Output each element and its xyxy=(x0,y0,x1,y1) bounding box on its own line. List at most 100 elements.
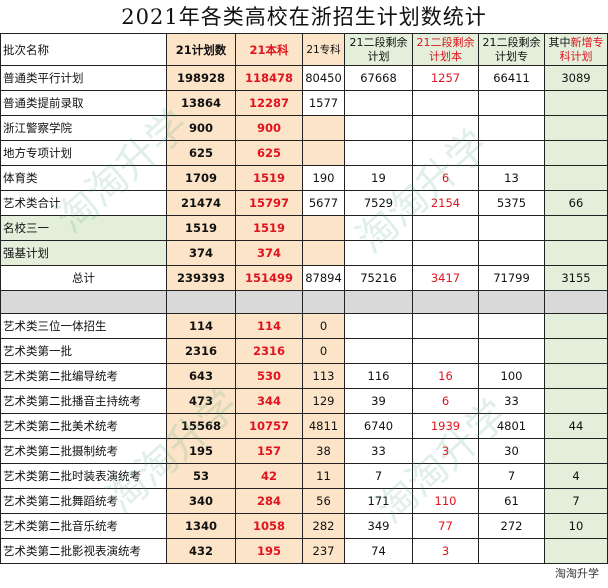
batch-name-cell: 艺术类第二批播音主持统考 xyxy=(0,388,167,414)
batch-name-cell: 艺术类第二批编导统考 xyxy=(0,363,167,389)
rem-zk-cell xyxy=(478,313,545,339)
logo: 淘淘升学 xyxy=(552,564,602,582)
new-zk-cell xyxy=(544,363,608,389)
batch-name-cell: 浙江警察学院 xyxy=(0,115,167,141)
batch-name-cell: 艺术类合计 xyxy=(0,190,167,216)
new-zk-cell: 44 xyxy=(544,413,608,439)
zk21-cell: 80450 xyxy=(302,65,345,91)
bk21-cell: 151499 xyxy=(235,265,303,291)
zk21-cell: 1577 xyxy=(302,90,345,116)
new-zk-cell: 3155 xyxy=(544,265,608,291)
new-zk-cell: 10 xyxy=(544,513,608,539)
zk21-cell: 190 xyxy=(302,165,345,191)
zk21-cell: 113 xyxy=(302,363,345,389)
new-zk-cell: 66 xyxy=(544,190,608,216)
new-zk-cell: 7 xyxy=(544,488,608,514)
table-row: 地方专项计划 625 625 xyxy=(0,140,608,166)
plan21-cell: 1340 xyxy=(166,513,236,539)
plan21-cell: 13864 xyxy=(166,90,236,116)
rem-total-cell: 39 xyxy=(344,388,413,414)
rem-total-cell: 75216 xyxy=(344,265,413,291)
new-zk-cell xyxy=(544,240,608,266)
plan21-cell: 473 xyxy=(166,388,236,414)
rem-zk-cell xyxy=(478,140,545,166)
rem-bk-cell xyxy=(412,140,479,166)
rem-bk-cell xyxy=(412,215,479,241)
art-table-row: 艺术类第二批音乐统考 1340 1058 282 349 77 272 10 xyxy=(0,513,608,539)
bk21-cell: 374 xyxy=(235,240,303,266)
table-row: 普通类提前录取 13864 12287 1577 xyxy=(0,90,608,116)
new-zk-cell xyxy=(544,115,608,141)
bk21-cell: 118478 xyxy=(235,65,303,91)
rem-zk-cell: 100 xyxy=(478,363,545,389)
zk21-cell: 237 xyxy=(302,538,345,564)
batch-name-cell: 普通类平行计划 xyxy=(0,65,167,91)
batch-name-cell: 艺术类第一批 xyxy=(0,338,167,364)
separator-cell xyxy=(235,290,303,314)
header-rem-zk: 21二段剩余计划专 xyxy=(478,33,545,66)
zk21-cell: 282 xyxy=(302,513,345,539)
bk21-cell: 42 xyxy=(235,463,303,489)
rem-total-cell xyxy=(344,90,413,116)
rem-bk-cell xyxy=(412,115,479,141)
rem-zk-cell: 7 xyxy=(478,463,545,489)
rem-total-cell: 19 xyxy=(344,165,413,191)
rem-total-cell xyxy=(344,313,413,339)
separator-cell xyxy=(412,290,479,314)
bk21-cell: 625 xyxy=(235,140,303,166)
plan21-cell: 114 xyxy=(166,313,236,339)
page-title: 2021年各类高校在浙招生计划数统计 xyxy=(121,5,487,29)
rem-bk-cell: 3 xyxy=(412,538,479,564)
new-zk-cell xyxy=(544,215,608,241)
art-table-row: 艺术类三位一体招生 114 114 0 xyxy=(0,313,608,339)
rem-zk-cell xyxy=(478,90,545,116)
header-rem-total: 21二段剩余计划 xyxy=(344,33,413,66)
zk21-cell: 4811 xyxy=(302,413,345,439)
zk21-cell xyxy=(302,240,345,266)
rem-zk-cell: 4801 xyxy=(478,413,545,439)
plan21-cell: 21474 xyxy=(166,190,236,216)
batch-name-cell: 艺术类第二批摄制统考 xyxy=(0,438,167,464)
art-table-row: 艺术类第二批摄制统考 195 157 38 33 3 30 xyxy=(0,438,608,464)
plan21-cell: 15568 xyxy=(166,413,236,439)
header-batch-name: 批次名称 xyxy=(0,33,167,66)
plan21-cell: 198928 xyxy=(166,65,236,91)
rem-total-cell: 349 xyxy=(344,513,413,539)
rem-zk-cell xyxy=(478,538,545,564)
bk21-cell: 530 xyxy=(235,363,303,389)
rem-total-cell: 74 xyxy=(344,538,413,564)
bk21-cell: 195 xyxy=(235,538,303,564)
batch-name-cell: 艺术类第二批舞蹈统考 xyxy=(0,488,167,514)
rem-total-cell: 7 xyxy=(344,463,413,489)
separator-cell xyxy=(302,290,345,314)
new-zk-cell xyxy=(544,165,608,191)
art-table-row: 艺术类第二批舞蹈统考 340 284 56 171 110 61 7 xyxy=(0,488,608,514)
bk21-cell: 12287 xyxy=(235,90,303,116)
zk21-cell: 0 xyxy=(302,313,345,339)
art-table-row: 艺术类第二批编导统考 643 530 113 116 16 100 xyxy=(0,363,608,389)
separator-cell xyxy=(0,290,167,314)
art-table-row: 艺术类第二批美术统考 15568 10757 4811 6740 1939 4801 44 xyxy=(0,413,608,439)
bk21-cell: 900 xyxy=(235,115,303,141)
rem-bk-cell: 1939 xyxy=(412,413,479,439)
new-zk-cell: 4 xyxy=(544,463,608,489)
rem-zk-cell: 5375 xyxy=(478,190,545,216)
rem-zk-cell xyxy=(478,240,545,266)
rem-total-cell: 171 xyxy=(344,488,413,514)
batch-name-cell: 名校三一 xyxy=(0,215,167,241)
rem-total-cell: 7529 xyxy=(344,190,413,216)
bk21-cell: 10757 xyxy=(235,413,303,439)
rem-bk-cell: 16 xyxy=(412,363,479,389)
separator-cell xyxy=(166,290,236,314)
rem-total-cell xyxy=(344,338,413,364)
rem-zk-cell xyxy=(478,338,545,364)
art-table-row: 艺术类第二批影视表演统考 432 195 237 74 3 xyxy=(0,538,608,564)
rem-total-cell xyxy=(344,115,413,141)
batch-name-cell: 普通类提前录取 xyxy=(0,90,167,116)
zk21-cell xyxy=(302,115,345,141)
batch-name-cell: 艺术类三位一体招生 xyxy=(0,313,167,339)
art-table-row: 艺术类第二批时装表演统考 53 42 11 7 7 4 xyxy=(0,463,608,489)
rem-total-cell xyxy=(344,215,413,241)
header-row: 批次名称 21计划数 21本科 21专科 21二段剩余计划 21二段剩余计划本 … xyxy=(0,33,608,66)
rem-bk-cell xyxy=(412,313,479,339)
